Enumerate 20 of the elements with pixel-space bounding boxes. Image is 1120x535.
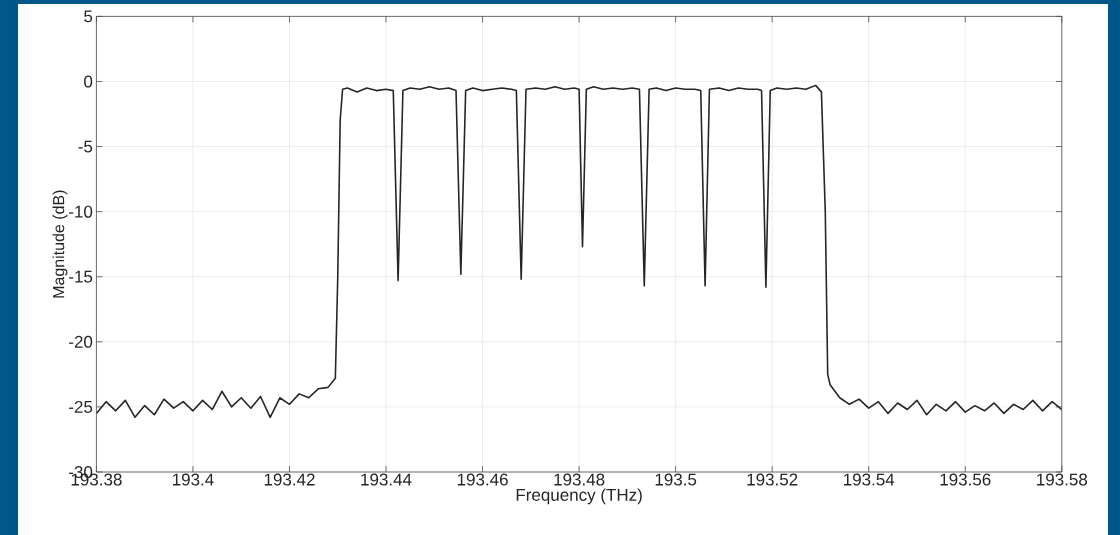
x-tick-label: 193.4 — [172, 473, 214, 486]
y-tick-label: -15 — [69, 270, 93, 283]
y-axis-title: Magnitude (dB) — [52, 190, 68, 298]
y-tick-label: -5 — [78, 140, 93, 153]
y-tick-label: 5 — [84, 10, 93, 23]
y-tick-label: -20 — [69, 335, 93, 348]
x-axis-title: Frequency (THz) — [516, 488, 642, 505]
y-tick-label: 0 — [84, 75, 93, 88]
line-series — [96, 84, 1062, 419]
x-tick-label: 193.52 — [747, 473, 798, 486]
x-tick-label: 193.48 — [554, 473, 605, 486]
x-tick-label: 193.42 — [264, 473, 315, 486]
y-tick-label: -25 — [69, 400, 93, 413]
x-tick-label: 193.5 — [655, 473, 697, 486]
x-tick-label: 193.44 — [361, 473, 412, 486]
x-tick-label: 193.54 — [844, 473, 895, 486]
y-tick-label: -10 — [69, 205, 93, 218]
x-tick-label: 193.58 — [1037, 473, 1088, 486]
x-tick-label: 193.46 — [457, 473, 508, 486]
x-tick-label: 193.56 — [940, 473, 991, 486]
